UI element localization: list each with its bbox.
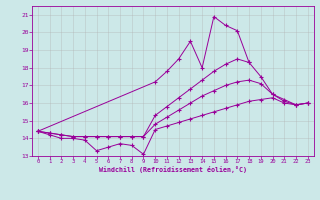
X-axis label: Windchill (Refroidissement éolien,°C): Windchill (Refroidissement éolien,°C) <box>99 166 247 173</box>
